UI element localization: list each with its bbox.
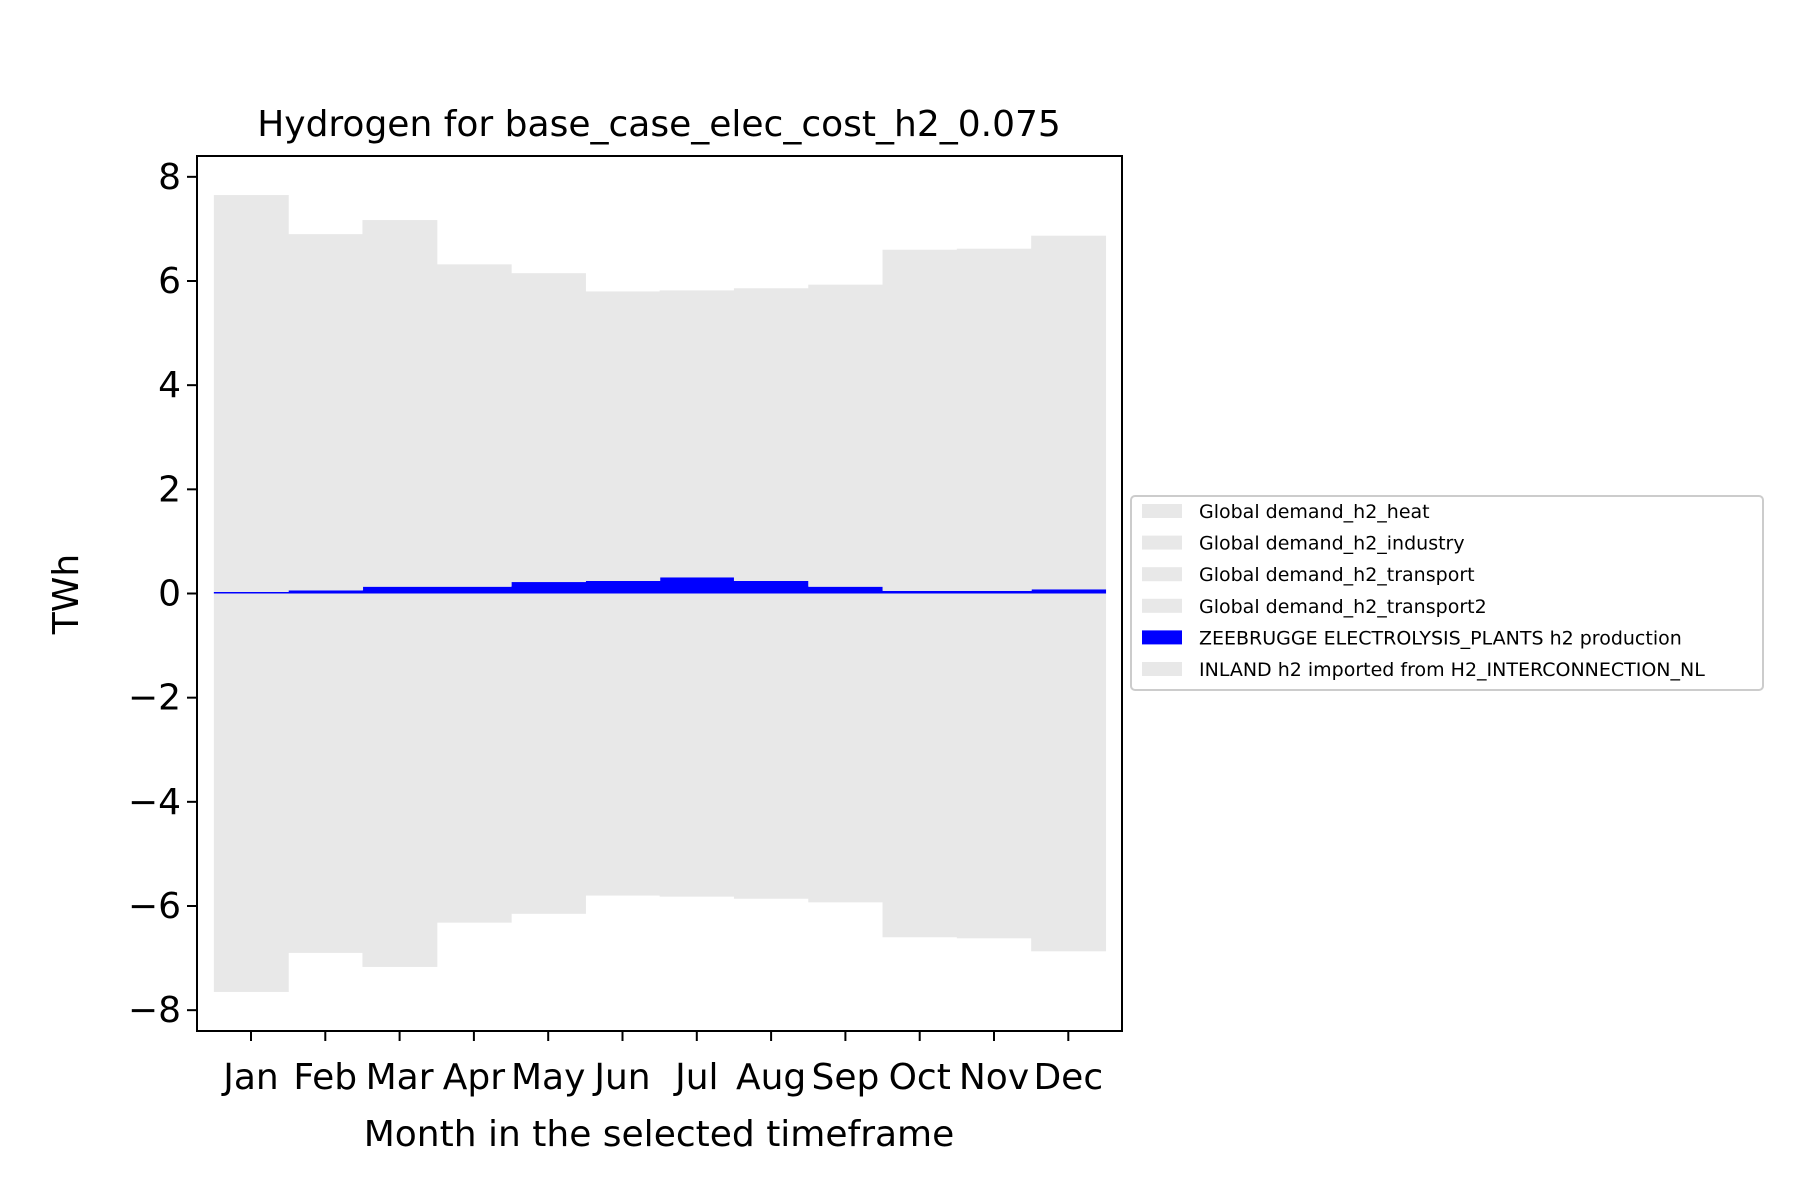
bar-series-5-nov — [956, 248, 1032, 591]
bar-series-1-jul — [659, 593, 735, 897]
bar-series-4-feb — [288, 590, 364, 594]
legend-label: INLAND h2 imported from H2_INTERCONNECTI… — [1199, 659, 1705, 681]
legend-frame — [1130, 495, 1764, 691]
legend-swatch — [1142, 630, 1182, 645]
bar-series-1-sep — [808, 593, 884, 903]
y-tick-label: 2 — [158, 469, 181, 510]
bar-series-1-aug — [733, 593, 809, 899]
y-tick-label: 8 — [158, 157, 181, 198]
bar-series-4-aug — [733, 581, 809, 594]
bar-series-5-dec — [1031, 235, 1107, 590]
bars-layer — [213, 195, 1107, 992]
y-tick-label: −4 — [128, 782, 181, 823]
y-tick-label: 6 — [158, 261, 181, 302]
bar-series-5-mar — [362, 220, 438, 587]
legend-swatch — [1142, 598, 1182, 613]
bar-series-4-nov — [956, 590, 1032, 594]
x-tick-label-aug: Aug — [736, 1057, 806, 1098]
x-tick-label-sep: Sep — [811, 1057, 879, 1098]
bar-series-1-dec — [1031, 593, 1107, 952]
bar-series-5-feb — [288, 234, 364, 591]
x-tick-label-nov: Nov — [959, 1057, 1029, 1098]
bar-series-4-mar — [362, 586, 438, 594]
legend-swatch — [1142, 662, 1182, 676]
bar-series-1-jan — [213, 593, 289, 992]
x-axis-label: Month in the selected timeframe — [364, 1114, 955, 1155]
legend-swatch — [1142, 567, 1182, 582]
x-tick-label-jul: Jul — [673, 1057, 718, 1098]
bar-series-5-oct — [882, 249, 958, 591]
bar-series-1-oct — [882, 593, 958, 938]
x-tick-label-may: May — [511, 1057, 585, 1098]
x-tick-label-dec: Dec — [1033, 1057, 1103, 1098]
bar-series-4-oct — [882, 590, 958, 594]
legend-items: Global demand_h2_heat Global demand_h2_in… — [1142, 501, 1705, 681]
legend-label: Global demand_h2_transport — [1199, 564, 1475, 586]
bar-series-1-nov — [956, 593, 1032, 939]
y-axis-label: TWh — [46, 554, 87, 635]
bar-series-5-apr — [436, 264, 512, 587]
x-tick-label-oct: Oct — [889, 1057, 951, 1098]
bar-series-1-mar — [362, 593, 438, 967]
bar-series-4-may — [511, 582, 586, 594]
y-tick-label: −8 — [128, 990, 181, 1031]
bar-series-1-may — [511, 593, 586, 914]
x-tick-label-mar: Mar — [366, 1057, 434, 1098]
x-tick-label-jun: Jun — [592, 1057, 650, 1098]
legend-label: Global demand_h2_transport2 — [1199, 596, 1487, 618]
bar-series-1-feb — [288, 593, 364, 953]
legend-label: Global demand_h2_industry — [1199, 533, 1465, 555]
legend: Global demand_h2_heat Global demand_h2_in… — [1130, 495, 1764, 691]
bar-series-1-jun — [585, 593, 661, 896]
bar-series-5-jun — [585, 291, 661, 581]
bar-series-4-apr — [436, 586, 512, 594]
legend-swatch — [1142, 535, 1182, 550]
chart-title: Hydrogen for base_case_elec_cost_h2_0.07… — [257, 104, 1061, 145]
bar-series-1-apr — [436, 593, 512, 923]
bar-series-4-sep — [808, 586, 884, 594]
y-tick-label: −6 — [128, 886, 181, 927]
legend-label: ZEEBRUGGE ELECTROLYSIS_PLANTS h2 product… — [1199, 627, 1682, 649]
bar-series-5-may — [511, 273, 586, 583]
bar-series-5-aug — [733, 288, 809, 581]
bar-series-4-jan — [213, 591, 289, 594]
y-tick-label: 4 — [158, 365, 181, 406]
y-axis: −8 −6 −4 −2 0 2 4 6 8 — [128, 157, 197, 1031]
x-tick-label-feb: Feb — [293, 1057, 357, 1098]
bar-series-5-sep — [808, 284, 884, 587]
y-tick-label: −2 — [128, 678, 181, 719]
x-axis: Jan Feb Mar Apr May Jun Jul Aug Sep Oct Nov Dec — [221, 1031, 1103, 1098]
bar-series-5-jul — [659, 290, 735, 578]
x-tick-label-apr: Apr — [443, 1057, 505, 1098]
bar-series-4-dec — [1031, 589, 1107, 594]
y-tick-label: 0 — [158, 574, 181, 615]
bar-series-4-jun — [585, 581, 661, 594]
x-tick-label-jan: Jan — [221, 1057, 279, 1098]
legend-label: Global demand_h2_heat — [1199, 501, 1430, 523]
bar-series-4-jul — [659, 577, 735, 594]
legend-swatch — [1142, 504, 1182, 518]
bar-series-5-jan — [213, 195, 289, 592]
